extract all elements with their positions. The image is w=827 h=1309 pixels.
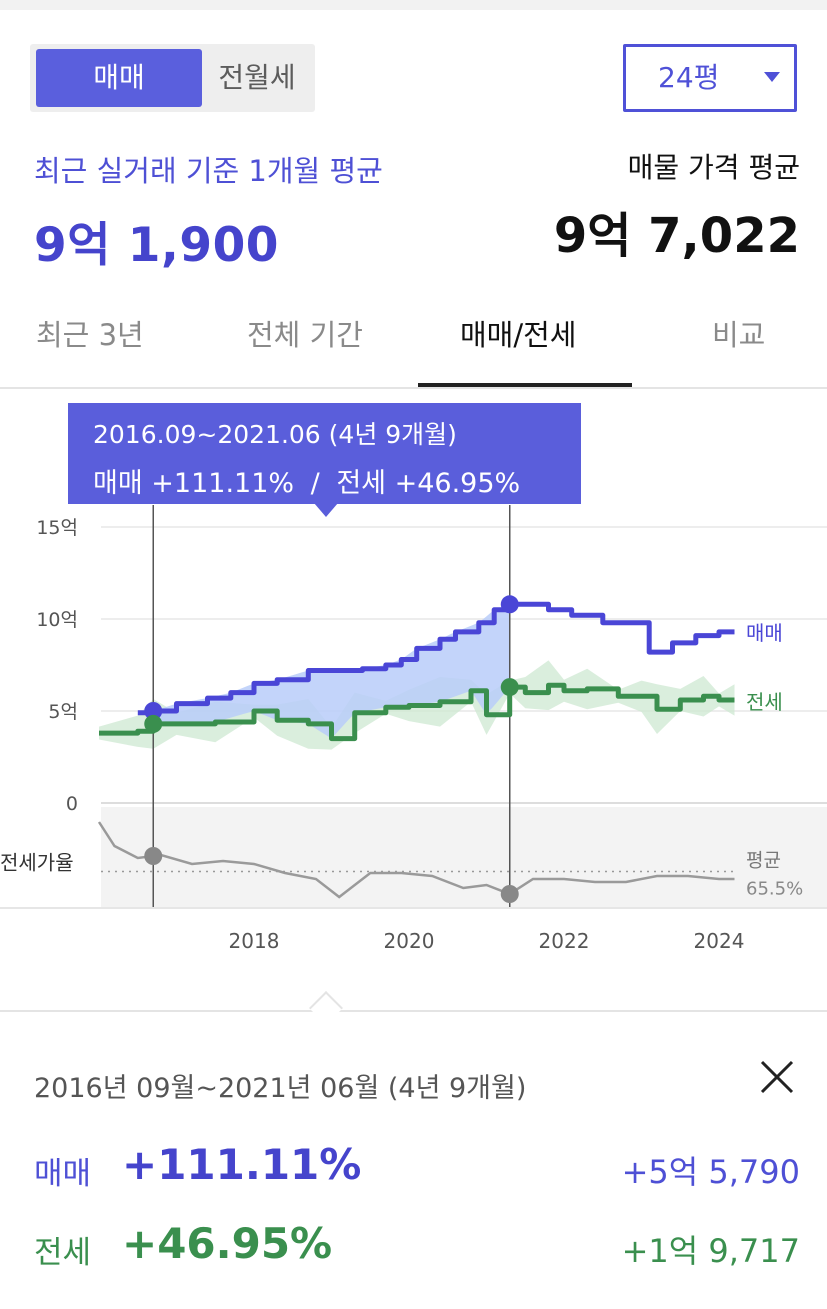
listing-average-price: 9억 7,022 [553, 208, 800, 264]
tooltip-values: 매매 +111.11% / 전세 +46.95% [93, 461, 520, 500]
selection-tooltip: 2016.09~2021.06 (4년 9개월) 매매 +111.11% / 전… [68, 403, 581, 504]
y-tick-label: 0 [66, 793, 78, 815]
tooltip-sale-pct: +111.11% [151, 468, 295, 499]
active-tab-indicator [418, 383, 632, 387]
ratio-average-value: 65.5% [746, 879, 803, 900]
ratio-axis-label: 전세가율 [0, 851, 74, 875]
y-tick-label: 15억 [36, 517, 78, 539]
jeonse-selection-marker [500, 678, 519, 697]
jeonse-selection-marker [144, 714, 163, 733]
recent-average-price: 9억 1,900 [34, 218, 279, 273]
ratio-selection-marker [500, 885, 519, 903]
detail-sale-pct: +111.11% [122, 1140, 362, 1189]
x-tick-label: 2024 [694, 929, 745, 953]
size-select-value: 24평 [658, 61, 720, 94]
sale-series-label: 매매 [746, 621, 783, 645]
jeonse-series-label: 전세 [746, 690, 783, 714]
trade-type-toggle: 매매 전월세 [30, 44, 315, 112]
detail-jeonse-pct: +46.95% [122, 1219, 333, 1268]
tab-all-period[interactable]: 전체 기간 [247, 318, 363, 352]
ratio-average-label: 평균 [746, 850, 781, 872]
tooltip-jeonse-pct: +46.95% [394, 468, 521, 499]
ratio-band-background [101, 807, 827, 909]
listing-average-label: 매물 가격 평균 [627, 151, 800, 184]
ratio-series-line [97, 821, 735, 899]
tab-sale-jeonse[interactable]: 매매/전세 [460, 318, 577, 352]
chevron-down-icon [764, 72, 780, 82]
y-tick-label: 5억 [48, 701, 78, 723]
recent-average-label: 최근 실거래 기준 1개월 평균 [34, 154, 383, 188]
detail-range: 2016년 09월~2021년 06월 (4년 9개월) [34, 1073, 527, 1104]
x-tick-label: 2018 [229, 929, 280, 953]
sale-series-line [137, 601, 735, 716]
detail-jeonse-label: 전세 [34, 1235, 92, 1271]
detail-jeonse-amount: +1억 9,717 [621, 1232, 800, 1270]
tooltip-sale-label: 매매 [93, 468, 143, 499]
detail-pointer [309, 991, 343, 1025]
top-strip [0, 0, 827, 10]
close-icon[interactable] [758, 1058, 796, 1096]
tooltip-jeonse-label: 전세 [336, 468, 387, 499]
sale-selection-marker [144, 702, 163, 720]
tooltip-range: 2016.09~2021.06 (4년 9개월) [93, 420, 457, 449]
detail-divider [0, 1010, 827, 1012]
tab-recent-3y[interactable]: 최근 3년 [36, 318, 144, 352]
x-tick-label: 2022 [539, 929, 590, 953]
sale-selection-marker [500, 595, 519, 614]
tooltip-separator: / [310, 468, 320, 499]
jeonse-series-line [99, 682, 735, 742]
toggle-sale-button[interactable]: 매매 [36, 49, 202, 107]
toggle-rent-button[interactable]: 전월세 [218, 61, 296, 94]
tabs-divider [0, 387, 827, 389]
ratio-selection-marker [144, 847, 163, 865]
y-tick-label: 10억 [36, 609, 78, 631]
size-select[interactable]: 24평 [623, 44, 797, 112]
tab-compare[interactable]: 비교 [712, 318, 766, 352]
x-tick-label: 2020 [384, 929, 435, 953]
detail-sale-amount: +5억 5,790 [621, 1153, 800, 1191]
tooltip-arrow [314, 503, 338, 517]
detail-sale-label: 매매 [34, 1156, 92, 1192]
